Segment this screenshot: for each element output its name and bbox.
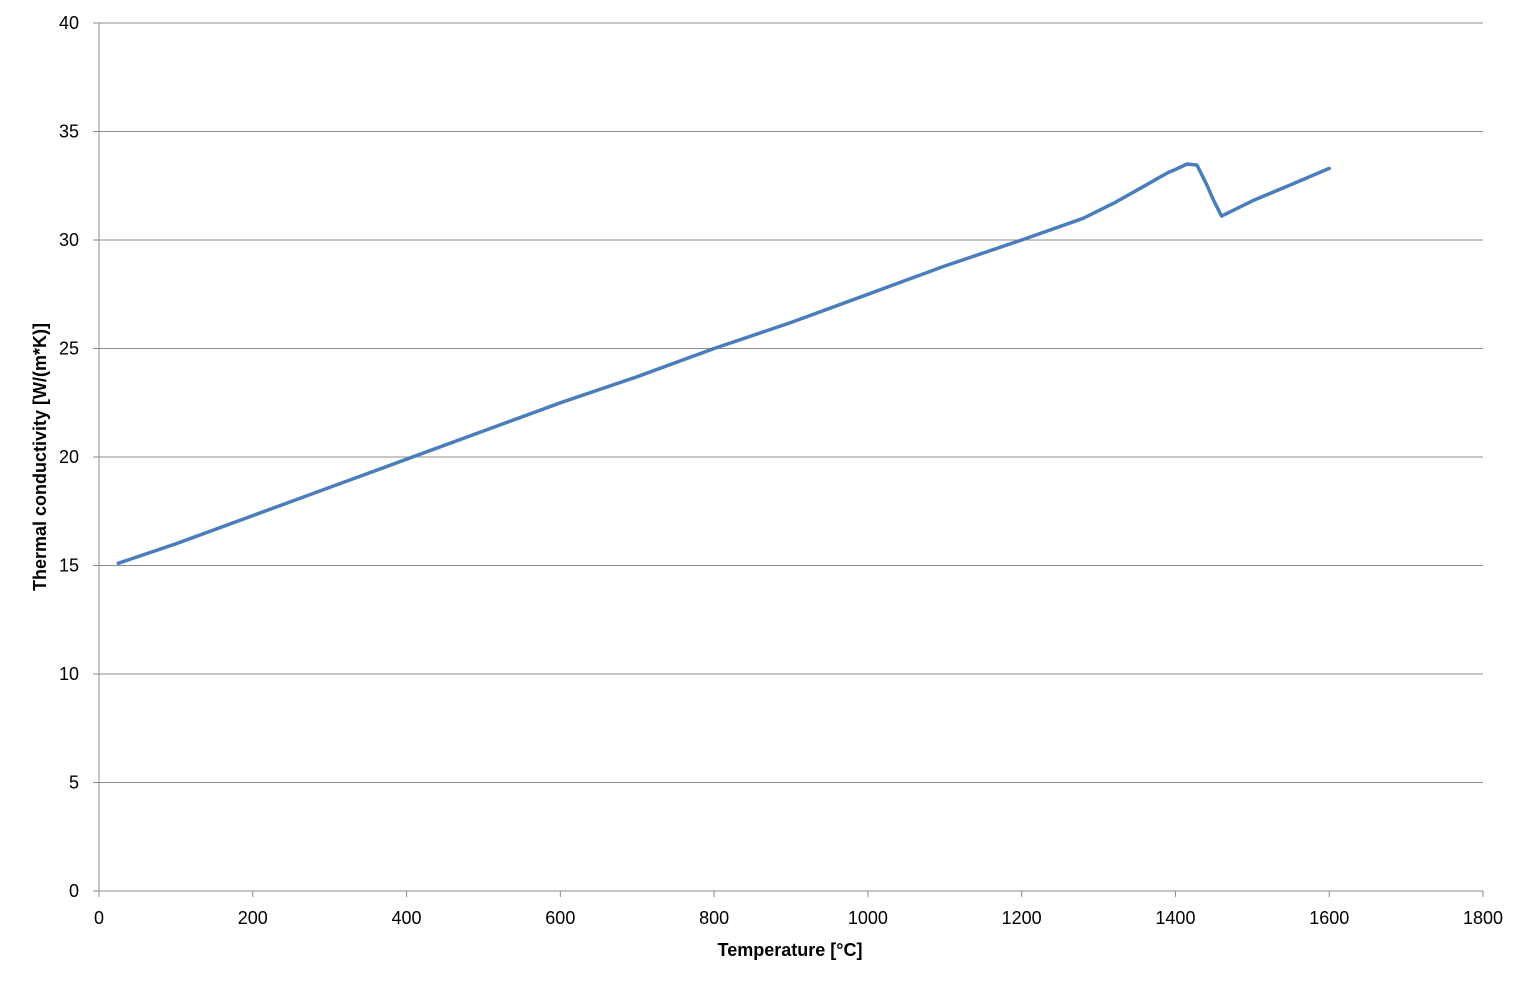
x-tick-label: 1600 [1309, 908, 1349, 928]
series-line [116, 162, 1331, 566]
x-tick-label: 1200 [1002, 908, 1042, 928]
series-layer [116, 162, 1331, 566]
y-tick-label: 15 [59, 556, 79, 576]
x-tick-label: 1400 [1155, 908, 1195, 928]
x-tick-label: 1000 [848, 908, 888, 928]
x-tick-label: 0 [94, 908, 104, 928]
gridlines [99, 22, 1483, 783]
y-tick-label: 0 [69, 881, 79, 901]
x-tick-label: 600 [545, 908, 575, 928]
y-tick-label: 30 [59, 230, 79, 250]
x-axis-title: Temperature [°C] [718, 940, 863, 960]
x-tick-label: 200 [238, 908, 268, 928]
axes [93, 22, 1484, 897]
y-axis-title: Thermal conductivity [W/(m*K)] [30, 323, 50, 591]
y-tick-label: 20 [59, 447, 79, 467]
y-tick-label: 40 [59, 13, 79, 33]
x-tick-label: 1800 [1463, 908, 1503, 928]
y-tick-label: 25 [59, 339, 79, 359]
y-tick-label: 10 [59, 664, 79, 684]
x-tick-label: 400 [392, 908, 422, 928]
y-tick-label: 35 [59, 122, 79, 142]
x-tick-label: 800 [699, 908, 729, 928]
y-tick-label: 5 [69, 773, 79, 793]
